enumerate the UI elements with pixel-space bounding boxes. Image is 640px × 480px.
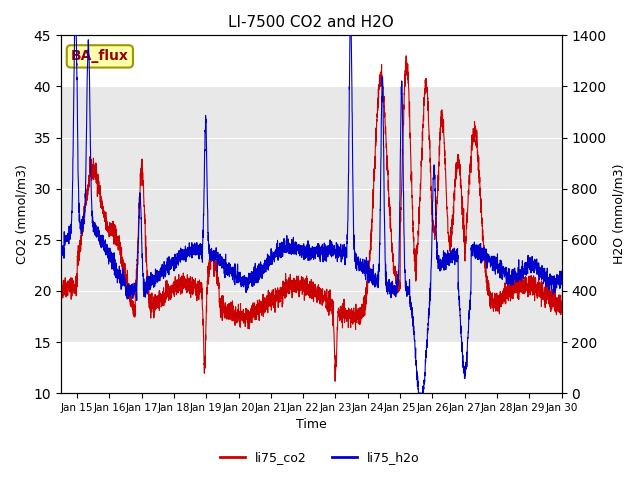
Y-axis label: H2O (mmol/m3): H2O (mmol/m3) xyxy=(612,164,625,264)
Text: BA_flux: BA_flux xyxy=(71,49,129,63)
Legend: li75_co2, li75_h2o: li75_co2, li75_h2o xyxy=(215,446,425,469)
Y-axis label: CO2 (mmol/m3): CO2 (mmol/m3) xyxy=(15,164,28,264)
X-axis label: Time: Time xyxy=(296,419,326,432)
Title: LI-7500 CO2 and H2O: LI-7500 CO2 and H2O xyxy=(228,15,394,30)
Bar xyxy=(61,86,561,342)
